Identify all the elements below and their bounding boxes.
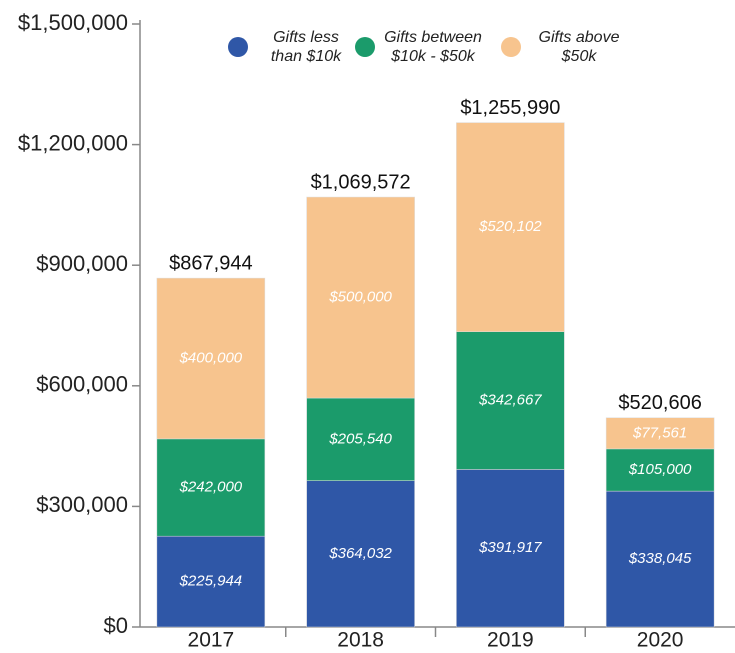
segment-label: $242,000 <box>179 478 243 495</box>
segment-label: $342,667 <box>478 392 542 409</box>
bar-segment <box>605 448 715 492</box>
bar-segment <box>456 122 565 332</box>
bar-segment <box>605 417 715 450</box>
total-label: $1,255,990 <box>460 97 560 119</box>
legend-label: Gifts above $50k <box>538 29 620 65</box>
x-tick-label: 2020 <box>637 629 684 652</box>
y-tick-label: $300,000 <box>36 492 128 517</box>
bar-segment <box>156 535 266 628</box>
y-tick-label: $1,200,000 <box>18 130 128 155</box>
y-tick-label: $1,500,000 <box>18 10 128 35</box>
total-label: $520,606 <box>618 392 701 414</box>
segment-label: $205,540 <box>328 430 392 447</box>
legend-swatch <box>228 37 248 57</box>
bar-segment <box>456 469 565 628</box>
segment-label: $364,032 <box>328 545 392 562</box>
bar-segment <box>605 490 715 628</box>
legend-label: Gifts less than $10k <box>270 29 342 65</box>
x-tick-label: 2019 <box>487 629 534 652</box>
x-tick-label: 2017 <box>188 629 235 652</box>
bar-segment <box>156 438 266 537</box>
total-label: $867,944 <box>169 252 252 274</box>
bar-segment <box>306 480 415 628</box>
y-tick-label: $0 <box>104 613 128 638</box>
segment-label: $500,000 <box>328 289 392 306</box>
bar-segment <box>156 277 266 440</box>
segment-label: $520,102 <box>478 218 542 235</box>
segment-label: $105,000 <box>628 461 692 478</box>
legend-item: Gifts above $50k <box>501 28 629 66</box>
segment-label: $338,045 <box>628 550 692 567</box>
legend-item: Gifts between $10k - $50k <box>355 28 483 66</box>
segment-label: $225,944 <box>179 573 243 590</box>
legend-swatch <box>501 37 521 57</box>
x-tick-label: 2018 <box>337 629 384 652</box>
legend-item: Gifts less than $10k <box>228 28 356 66</box>
bar-segment <box>306 196 415 399</box>
y-tick-label: $900,000 <box>36 251 128 276</box>
segment-label: $77,561 <box>632 424 687 441</box>
bar-segment <box>456 331 565 470</box>
total-label: $1,069,572 <box>311 171 411 193</box>
bar-segment <box>306 397 415 481</box>
y-tick-label: $600,000 <box>36 372 128 397</box>
segment-label: $400,000 <box>179 349 243 366</box>
legend-swatch <box>355 37 375 57</box>
segment-label: $391,917 <box>478 539 542 556</box>
legend-label: Gifts between $10k - $50k <box>384 29 482 65</box>
